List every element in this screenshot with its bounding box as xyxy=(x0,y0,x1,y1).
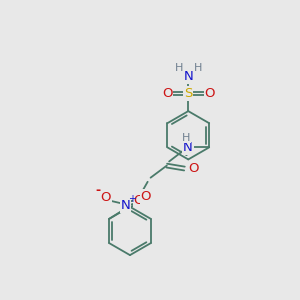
Text: N: N xyxy=(183,141,193,154)
Text: N: N xyxy=(183,70,193,83)
Text: H: H xyxy=(194,63,202,73)
Text: +: + xyxy=(128,194,136,204)
Text: O: O xyxy=(188,162,199,175)
Text: O: O xyxy=(204,87,215,100)
Text: -: - xyxy=(96,184,101,197)
Text: S: S xyxy=(184,87,193,100)
Text: H: H xyxy=(175,63,183,73)
Text: H: H xyxy=(182,133,191,143)
Text: O: O xyxy=(140,190,151,203)
Text: O: O xyxy=(100,191,111,204)
Text: O: O xyxy=(162,87,172,100)
Text: O: O xyxy=(134,194,144,207)
Text: N: N xyxy=(120,199,130,212)
